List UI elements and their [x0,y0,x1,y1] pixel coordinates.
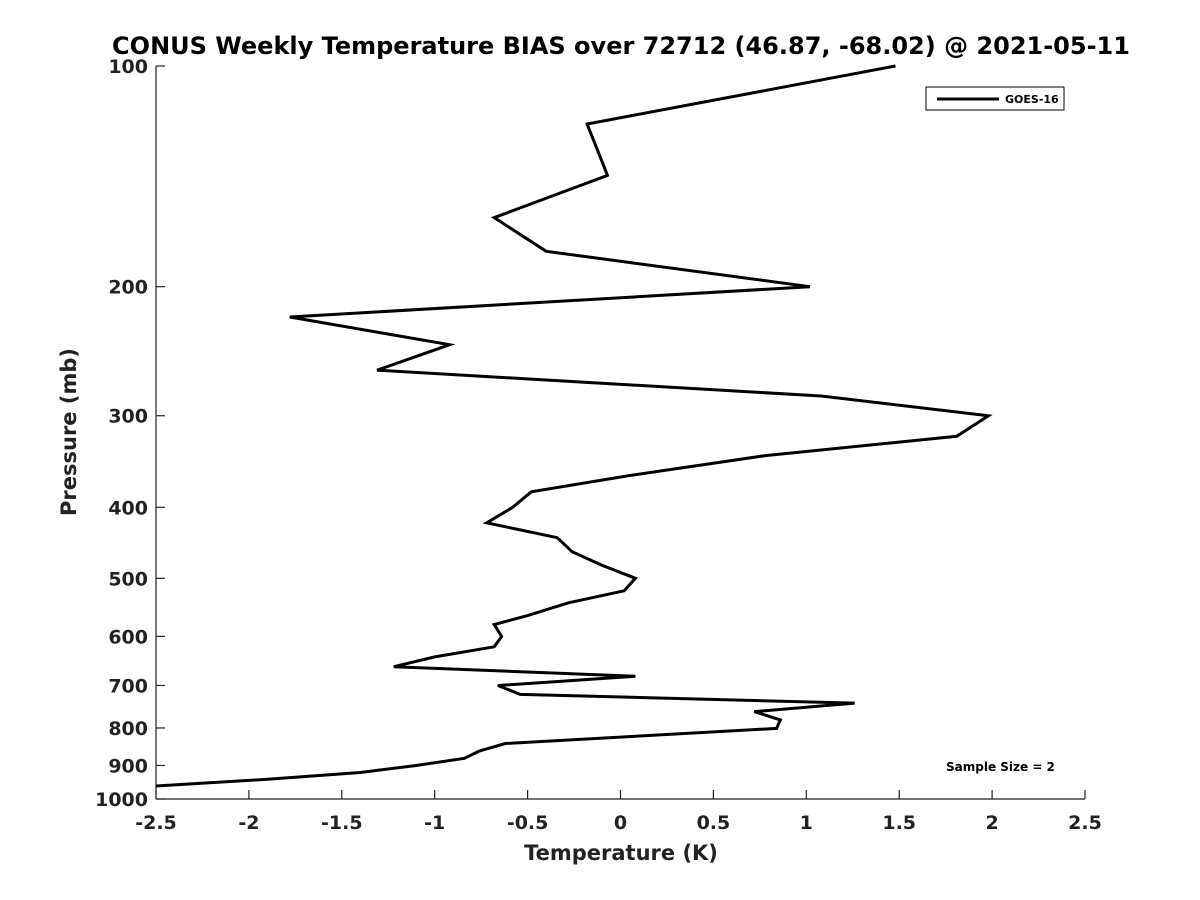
sample-size-annotation: Sample Size = 2 [946,760,1055,774]
x-tick-label: -0.5 [507,812,549,834]
plot-axes [155,66,1085,800]
y-tick-label: 100 [108,56,148,78]
y-axis-label: Pressure (mb) [57,348,81,516]
x-axis-ticks: -2.5 -2 -1.5 -1 -0.5 0 0.5 1 1.5 2 2.5 [135,790,1102,834]
chart-title: CONUS Weekly Temperature BIAS over 72712… [112,32,1130,60]
x-tick-label: 0.5 [697,812,731,834]
y-tick-label: 800 [108,718,148,740]
x-tick-label: 0 [614,812,627,834]
y-tick-label: 1000 [95,789,148,811]
x-tick-label: -1 [424,812,445,834]
x-tick-label: -1.5 [321,812,363,834]
y-tick-label: 500 [108,568,148,590]
x-tick-label: 2.5 [1068,812,1102,834]
y-tick-label: 400 [108,497,148,519]
x-tick-label: -2 [238,812,259,834]
x-tick-label: 2 [985,812,998,834]
series-layer [155,64,993,788]
legend-label-goes-16: GOES-16 [1005,93,1059,106]
y-tick-label: 600 [108,626,148,648]
y-tick-label: 700 [108,675,148,697]
x-tick-label: 1 [800,812,813,834]
y-axis-ticks: 100 200 300 400 500 600 700 800 900 1000 [95,56,165,811]
x-tick-label: 1.5 [882,812,916,834]
x-axis-label: Temperature (K) [524,841,718,865]
y-tick-label: 200 [108,277,148,299]
x-tick-label: -2.5 [135,812,177,834]
legend: GOES-16 [925,86,1065,111]
y-tick-label: 900 [108,755,148,777]
y-tick-label: 300 [108,406,148,428]
series-line-goes-16 [155,64,993,788]
